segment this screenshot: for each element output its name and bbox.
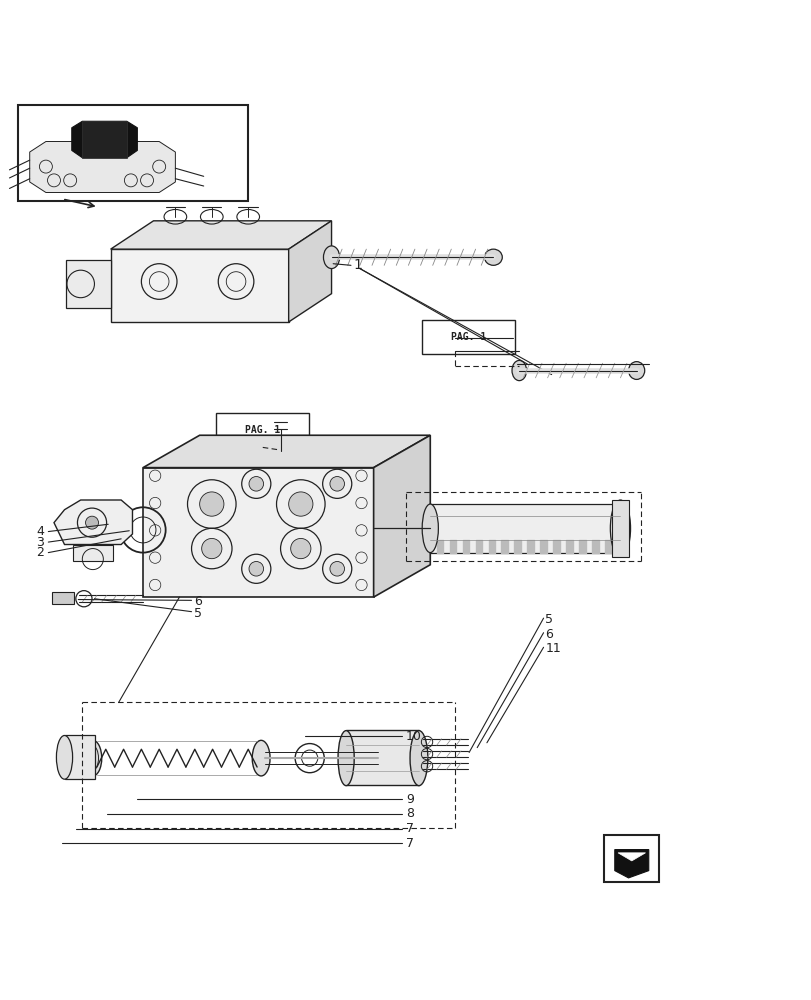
Circle shape <box>329 477 344 491</box>
Ellipse shape <box>56 735 72 779</box>
Circle shape <box>288 492 312 516</box>
Bar <box>422 320 515 354</box>
Text: 7: 7 <box>406 837 414 850</box>
Text: 6: 6 <box>194 595 202 608</box>
Circle shape <box>249 562 264 576</box>
Bar <box>64 735 95 779</box>
Bar <box>430 504 620 553</box>
Text: 7: 7 <box>406 822 414 835</box>
Polygon shape <box>373 435 430 597</box>
Circle shape <box>85 516 98 529</box>
Ellipse shape <box>610 500 630 557</box>
Circle shape <box>249 477 264 491</box>
Circle shape <box>200 492 224 516</box>
Ellipse shape <box>410 731 427 786</box>
Ellipse shape <box>484 249 502 265</box>
Circle shape <box>272 460 288 476</box>
Text: 4: 4 <box>36 525 45 538</box>
Text: 2: 2 <box>36 546 45 559</box>
Polygon shape <box>66 260 110 308</box>
Ellipse shape <box>422 504 438 553</box>
Polygon shape <box>71 121 137 158</box>
Circle shape <box>201 538 221 559</box>
Polygon shape <box>54 500 132 545</box>
Text: 10: 10 <box>406 730 422 743</box>
Bar <box>611 500 628 557</box>
Polygon shape <box>30 142 175 192</box>
Text: 11: 11 <box>544 642 560 655</box>
Text: 5: 5 <box>194 607 202 620</box>
Text: 3: 3 <box>36 536 45 549</box>
Polygon shape <box>110 249 288 322</box>
Bar <box>216 413 308 447</box>
Polygon shape <box>72 545 113 561</box>
Text: 8: 8 <box>406 807 414 820</box>
Text: 1: 1 <box>353 258 362 272</box>
Text: PAG. 1: PAG. 1 <box>244 425 280 435</box>
Ellipse shape <box>84 740 101 776</box>
Ellipse shape <box>337 731 354 786</box>
Text: PAG. 1: PAG. 1 <box>451 332 486 342</box>
Bar <box>18 105 248 201</box>
Text: 9: 9 <box>406 793 414 806</box>
Bar <box>345 730 418 785</box>
Polygon shape <box>288 221 331 322</box>
Ellipse shape <box>512 360 526 381</box>
Circle shape <box>290 538 311 559</box>
Ellipse shape <box>252 740 270 776</box>
Circle shape <box>329 562 344 576</box>
Ellipse shape <box>323 246 339 269</box>
Polygon shape <box>143 468 373 597</box>
Text: 5: 5 <box>544 613 552 626</box>
Polygon shape <box>617 853 645 861</box>
Polygon shape <box>614 850 648 878</box>
Polygon shape <box>143 435 430 468</box>
Polygon shape <box>110 221 331 249</box>
Polygon shape <box>82 121 127 158</box>
Bar <box>51 592 74 604</box>
Bar <box>603 835 659 882</box>
Text: 6: 6 <box>544 628 552 641</box>
Ellipse shape <box>628 362 644 379</box>
